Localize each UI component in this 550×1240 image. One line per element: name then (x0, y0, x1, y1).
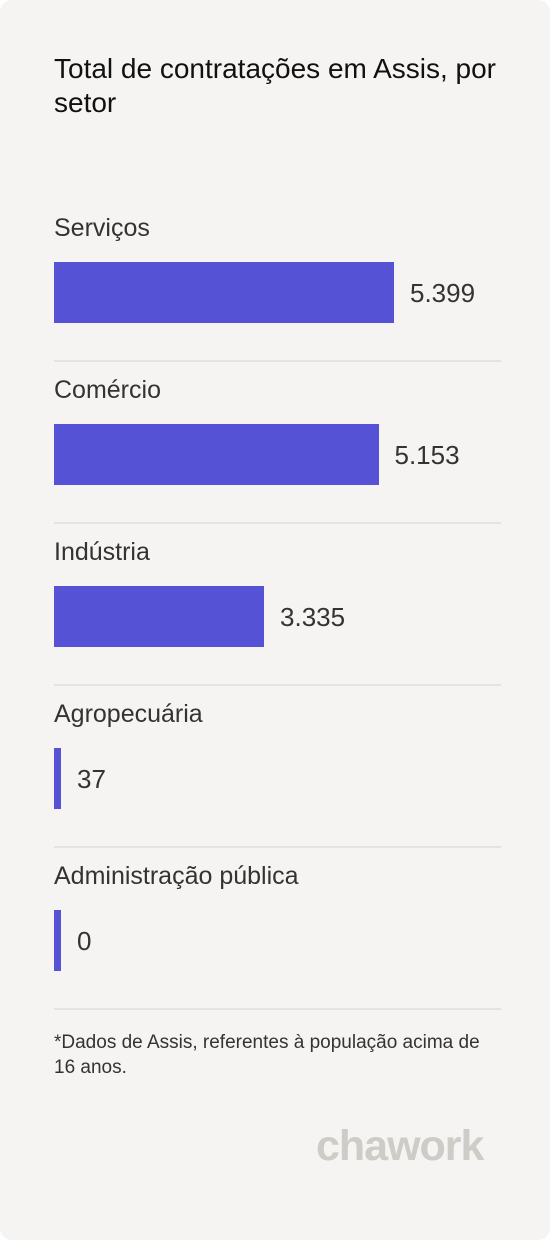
bar-row: Agropecuária 37 (54, 686, 501, 848)
bar-row: Administração pública 0 (54, 848, 501, 1010)
bar-row: Indústria 3.335 (54, 524, 501, 686)
chawork-logo: chawork (316, 1122, 484, 1170)
category-label: Indústria (54, 538, 150, 566)
bar-value-label: 0 (77, 926, 92, 956)
bar-value-label: 5.153 (394, 440, 460, 470)
bar (54, 262, 394, 323)
bar (54, 910, 61, 971)
bar-value-label: 3.335 (280, 602, 346, 632)
bar (54, 748, 61, 809)
bar (54, 586, 265, 647)
bar-value-label: 5.399 (410, 278, 476, 308)
category-label: Administração pública (54, 862, 299, 890)
bar-value-label: 37 (77, 764, 106, 794)
bar-rows: Serviços 5.399 Comércio 5.153 Indústria 3.335… (54, 200, 501, 1010)
category-label: Serviços (54, 214, 150, 242)
category-label: Comércio (54, 376, 161, 404)
category-label: Agropecuária (54, 700, 203, 728)
bar-row: Serviços 5.399 (54, 200, 501, 362)
bar (54, 424, 379, 485)
chart-title: Total de contratações em Assis, por seto… (54, 53, 496, 118)
footnote: *Dados de Assis, referentes à população … (54, 1032, 480, 1078)
bar-row: Comércio 5.153 (54, 362, 501, 524)
